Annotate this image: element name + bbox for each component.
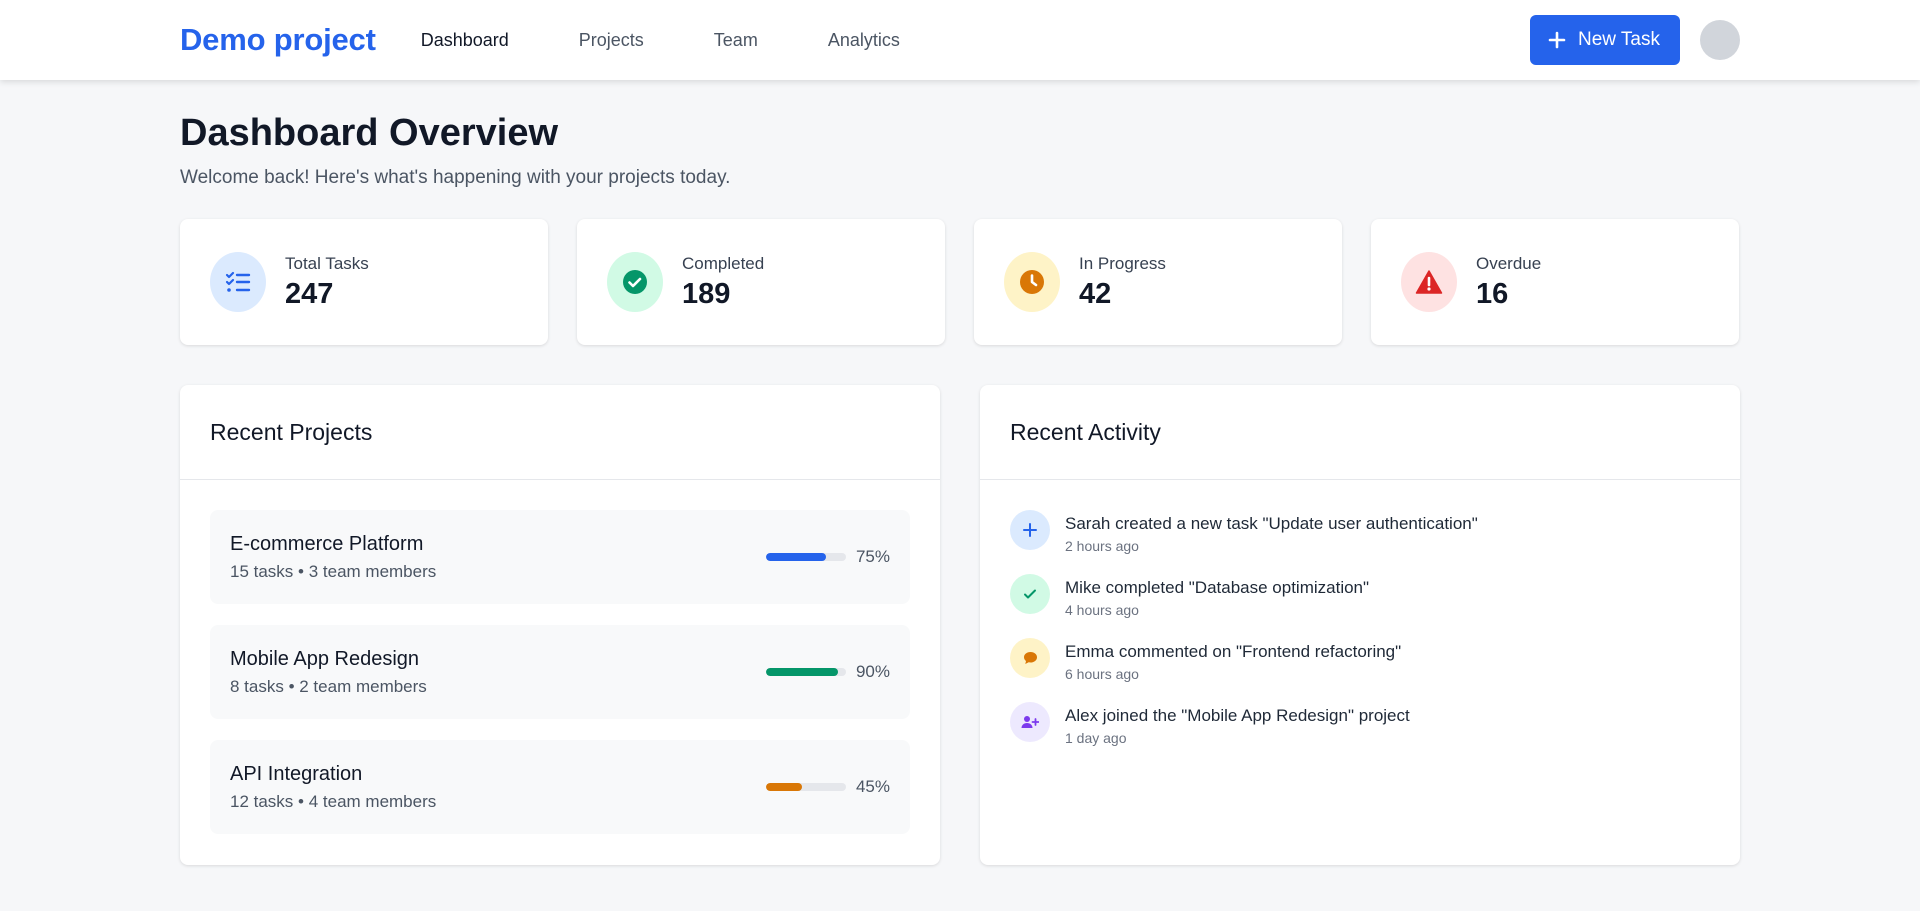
plus-icon xyxy=(1548,31,1566,49)
brand-logo[interactable]: Demo project xyxy=(180,22,376,57)
stat-label: Total Tasks xyxy=(285,253,369,273)
progress-fill xyxy=(765,783,802,791)
project-item-api-integration[interactable]: API Integration 12 tasks • 4 team member… xyxy=(210,740,910,834)
stat-label: Completed xyxy=(682,253,765,273)
stat-card-overdue: Overdue 16 xyxy=(1371,219,1739,345)
user-plus-icon xyxy=(1010,702,1050,742)
page-title: Dashboard Overview xyxy=(180,112,559,154)
stat-card-completed: Completed 189 xyxy=(577,219,945,345)
recent-activity-panel: Recent Activity Sarah created a new task… xyxy=(980,385,1740,865)
stat-value: 189 xyxy=(682,277,731,310)
page-subtitle: Welcome back! Here's what's happening wi… xyxy=(180,167,731,188)
activity-list: Sarah created a new task "Update user au… xyxy=(980,480,1740,746)
progress-fill xyxy=(765,668,838,676)
activity-time: 6 hours ago xyxy=(1065,666,1139,682)
stat-card-in-progress: In Progress 42 xyxy=(974,219,1342,345)
main-content: Dashboard Overview Welcome back! Here's … xyxy=(180,80,1740,865)
activity-item: Sarah created a new task "Update user au… xyxy=(1010,510,1710,554)
activity-text: Mike completed "Database optimization" xyxy=(1065,578,1370,597)
activity-time: 1 day ago xyxy=(1065,730,1127,746)
nav-team[interactable]: Team xyxy=(713,29,758,50)
nav-projects[interactable]: Projects xyxy=(578,29,644,50)
activity-time: 2 hours ago xyxy=(1065,538,1139,554)
recent-projects-title: Recent Projects xyxy=(180,385,940,480)
project-progress: 75% xyxy=(765,547,890,567)
stat-label: In Progress xyxy=(1079,253,1166,273)
clock-icon xyxy=(1004,252,1060,312)
top-navbar: Demo project Dashboard Projects Team Ana… xyxy=(0,0,1920,80)
panels-row: Recent Projects E-commerce Platform 15 t… xyxy=(180,385,1740,865)
stat-label: Overdue xyxy=(1476,253,1542,273)
stat-value: 16 xyxy=(1476,277,1509,310)
plus-icon xyxy=(1010,510,1050,550)
comment-icon xyxy=(1010,638,1050,678)
activity-text: Sarah created a new task "Update user au… xyxy=(1065,514,1478,533)
progress-bar xyxy=(765,668,846,676)
task-list-icon xyxy=(210,252,266,312)
project-progress: 45% xyxy=(765,777,890,797)
project-meta: 15 tasks • 3 team members xyxy=(230,561,437,581)
progress-bar xyxy=(765,553,846,561)
project-item-ecommerce[interactable]: E-commerce Platform 15 tasks • 3 team me… xyxy=(210,510,910,604)
project-progress: 90% xyxy=(765,662,890,682)
new-task-label: New Task xyxy=(1577,29,1660,50)
progress-bar xyxy=(765,783,846,791)
activity-time: 4 hours ago xyxy=(1065,602,1139,618)
progress-fill xyxy=(765,553,826,561)
user-avatar[interactable] xyxy=(1700,20,1740,60)
new-task-button[interactable]: New Task xyxy=(1529,15,1680,65)
nav-dashboard[interactable]: Dashboard xyxy=(420,29,509,50)
progress-percent: 45% xyxy=(855,777,890,796)
project-name: Mobile App Redesign xyxy=(230,647,420,670)
activity-item: Mike completed "Database optimization" 4… xyxy=(1010,574,1710,618)
project-meta: 12 tasks • 4 team members xyxy=(230,791,437,811)
progress-percent: 90% xyxy=(855,662,890,681)
stat-card-total-tasks: Total Tasks 247 xyxy=(180,219,548,345)
check-circle-icon xyxy=(607,252,663,312)
activity-text: Emma commented on "Frontend refactoring" xyxy=(1065,642,1402,661)
activity-text: Alex joined the "Mobile App Redesign" pr… xyxy=(1065,706,1410,725)
activity-item: Alex joined the "Mobile App Redesign" pr… xyxy=(1010,702,1710,746)
activity-item: Emma commented on "Frontend refactoring"… xyxy=(1010,638,1710,682)
nav-analytics[interactable]: Analytics xyxy=(827,29,900,50)
recent-projects-panel: Recent Projects E-commerce Platform 15 t… xyxy=(180,385,940,865)
project-name: E-commerce Platform xyxy=(230,532,424,555)
stats-row: Total Tasks 247 Completed 189 xyxy=(180,219,1740,345)
recent-activity-title: Recent Activity xyxy=(980,385,1740,480)
warning-icon xyxy=(1401,252,1457,312)
project-name: API Integration xyxy=(230,762,363,785)
main-nav: Dashboard Projects Team Analytics xyxy=(421,30,970,51)
project-item-mobile-app[interactable]: Mobile App Redesign 8 tasks • 2 team mem… xyxy=(210,625,910,719)
stat-value: 42 xyxy=(1079,277,1112,310)
stat-value: 247 xyxy=(285,277,334,310)
progress-percent: 75% xyxy=(855,547,890,566)
check-icon xyxy=(1010,574,1050,614)
project-meta: 8 tasks • 2 team members xyxy=(230,676,427,696)
projects-list: E-commerce Platform 15 tasks • 3 team me… xyxy=(180,480,940,834)
